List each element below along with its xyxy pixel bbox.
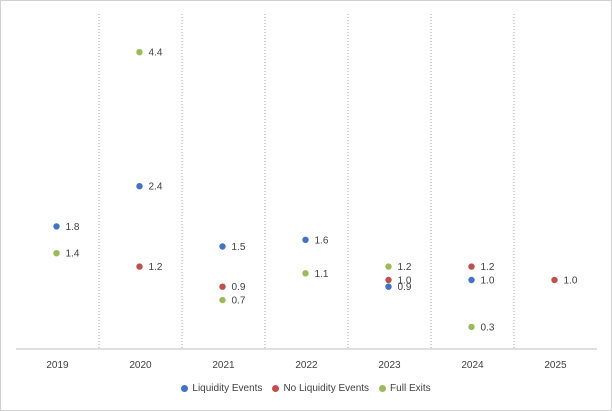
x-tick-label: 2020 (129, 360, 152, 371)
data-label: 1.2 (149, 262, 163, 273)
legend: Liquidity Events No Liquidity Events Full … (0, 383, 612, 394)
data-point (302, 236, 309, 243)
data-point (551, 276, 558, 284)
data-point (468, 323, 475, 331)
data-point (53, 250, 60, 257)
data-point (468, 263, 475, 270)
data-label: 1.4 (66, 249, 80, 260)
data-label: 1.6 (315, 235, 329, 246)
data-label: 1.5 (232, 242, 246, 253)
data-point (219, 296, 226, 304)
legend-swatch (181, 385, 189, 392)
x-tick-label: 2023 (378, 360, 401, 371)
data-point (385, 276, 392, 284)
data-label: 1.8 (66, 222, 80, 233)
data-label: 4.4 (149, 48, 163, 59)
legend-item: Full Exits (379, 383, 431, 394)
data-point (136, 183, 143, 190)
data-label: 1.0 (564, 276, 578, 287)
x-tick-label: 2022 (295, 360, 318, 371)
data-point (136, 263, 143, 270)
data-label: 0.7 (232, 296, 246, 307)
data-label: 0.3 (481, 322, 495, 333)
x-tick-label: 2019 (46, 360, 69, 371)
data-label: 1.0 (481, 276, 495, 287)
data-point (219, 243, 226, 250)
x-tick-label: 2025 (544, 360, 567, 371)
data-label: 0.9 (232, 282, 246, 293)
data-label: 2.4 (149, 182, 163, 193)
data-label: 1.2 (398, 262, 412, 273)
x-tick-label: 2021 (212, 360, 235, 371)
x-tick-label: 2024 (461, 360, 484, 371)
data-point (53, 223, 60, 230)
legend-item: No Liquidity Events (272, 383, 369, 394)
legend-label: Liquidity Events (192, 383, 263, 394)
data-point (385, 283, 392, 290)
legend-swatch (379, 385, 387, 392)
data-label: 1.1 (315, 269, 329, 280)
data-point (136, 49, 143, 56)
data-point (219, 283, 226, 290)
legend-label: Full Exits (390, 383, 431, 394)
data-point (302, 270, 309, 277)
data-label: 1.0 (398, 276, 412, 287)
data-label: 1.2 (481, 262, 495, 273)
data-label: 0.9 (398, 282, 412, 293)
data-point (385, 263, 392, 270)
data-point (468, 276, 475, 284)
legend-label: No Liquidity Events (283, 383, 370, 394)
legend-item: Liquidity Events (181, 383, 262, 394)
legend-swatch (272, 385, 280, 392)
